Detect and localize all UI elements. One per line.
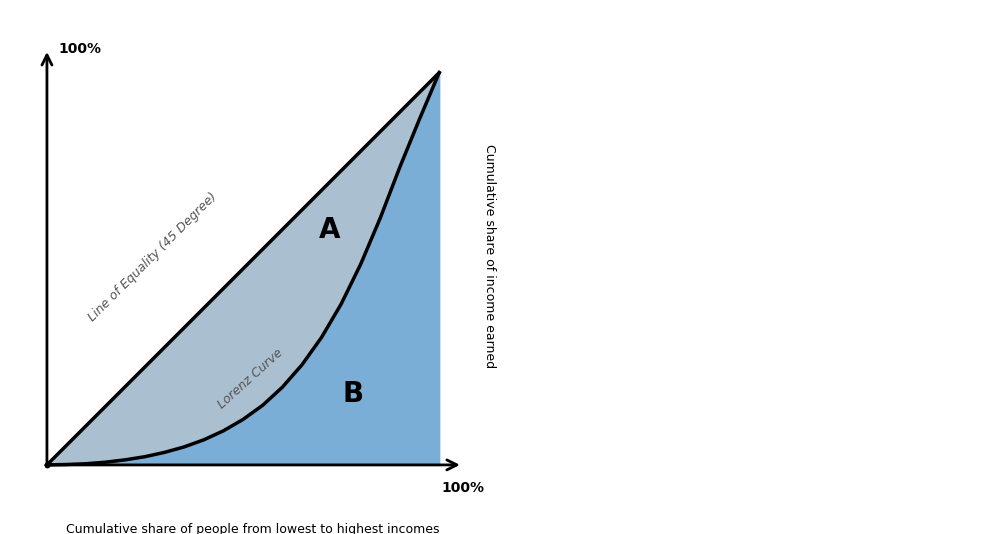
Text: 100%: 100%: [441, 481, 484, 494]
Text: Cumulative share of income earned: Cumulative share of income earned: [482, 144, 496, 368]
Text: 100%: 100%: [59, 42, 102, 56]
Text: Cumulative share of people from lowest to highest incomes: Cumulative share of people from lowest t…: [66, 523, 440, 534]
Text: Line of Equality (45 Degree): Line of Equality (45 Degree): [86, 190, 220, 324]
Text: Lorenz Curve: Lorenz Curve: [216, 346, 286, 411]
Text: B: B: [343, 380, 363, 409]
Text: A: A: [318, 216, 340, 244]
